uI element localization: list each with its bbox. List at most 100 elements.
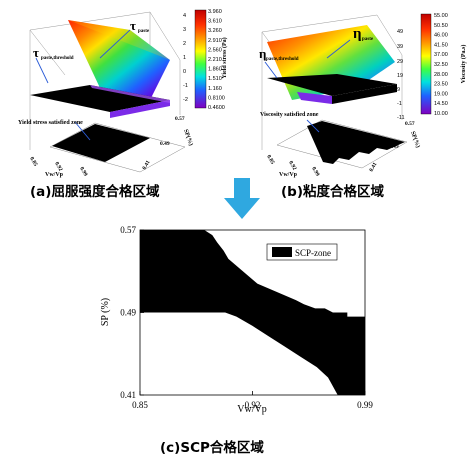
viscosity-3d-plot: 49 39 29 19 9 -1 -11 η paste η paste,thr… bbox=[259, 13, 467, 178]
vertical-ticks: 49 39 29 19 9 -1 -11 bbox=[397, 29, 405, 121]
vertical-ticks: 4 3 2 1 0 -1 -2 bbox=[183, 13, 188, 103]
colorbar-tick: 0.4600 bbox=[208, 105, 225, 111]
colorbar-ticks: 3.960 3.610 3.260 2.910 2.560 2.210 1.86… bbox=[208, 9, 225, 111]
caption-viscosity: (b)粘度合格区域 bbox=[281, 184, 385, 200]
vwvp-tick: 0.85 bbox=[265, 154, 275, 166]
z-tick: 0 bbox=[183, 69, 186, 75]
colorbar-ticks: 55.00 50.50 46.00 41.50 37.00 32.50 28.0… bbox=[434, 13, 448, 117]
scp-zone-chart: 0.85 0.92 0.990.410.490.57 SCP-zone Vw/Vp … bbox=[100, 225, 373, 415]
colorbar-tick: 32.50 bbox=[434, 62, 448, 68]
panel-yield-stress: 4 3 2 1 0 -1 -2 τ paste τ paste,threshol… bbox=[0, 0, 230, 200]
colorbar-tick: 2.910 bbox=[208, 38, 222, 44]
panel-viscosity: 49 39 29 19 9 -1 -11 η paste η paste,thr… bbox=[237, 0, 474, 200]
y-tick-label: 0.57 bbox=[120, 225, 136, 235]
yield-stress-3d-plot: 4 3 2 1 0 -1 -2 τ paste τ paste,threshol… bbox=[18, 9, 228, 178]
colorbar-label: Viscosity (Pa.s) bbox=[460, 45, 467, 84]
x-tick-label: 0.99 bbox=[357, 400, 373, 410]
sp-tick: 0.41 bbox=[142, 159, 152, 171]
colorbar-tick: 2.210 bbox=[208, 57, 222, 63]
wireframe-box bbox=[29, 11, 181, 150]
sp-tick: 0.49 bbox=[160, 141, 170, 147]
x-tick-label: 0.85 bbox=[132, 400, 148, 410]
eta-threshold-subscript: paste,threshold bbox=[266, 57, 299, 62]
threshold-plane-side bbox=[90, 85, 170, 103]
legend-swatch bbox=[272, 247, 292, 257]
viscosity-satisfied-zone bbox=[307, 121, 405, 164]
colorbar-tick: 23.50 bbox=[434, 82, 448, 88]
caption-yield-stress: (a)屈服强度合格区域 bbox=[30, 184, 160, 200]
z-tick: -2 bbox=[183, 97, 188, 103]
sp-tick: 0.57 bbox=[405, 121, 415, 127]
colorbar-tick: 3.260 bbox=[208, 28, 222, 34]
eta-threshold-symbol: η bbox=[259, 46, 266, 61]
colorbar-tick: 37.00 bbox=[434, 52, 448, 58]
yield-satisfied-label: Yield stress satisfied zone bbox=[18, 120, 83, 126]
y-tick-label: 0.41 bbox=[120, 390, 136, 400]
vwvp-tick: 0.92 bbox=[287, 160, 297, 172]
colorbar-tick: 19.00 bbox=[434, 91, 448, 97]
tau-threshold-symbol: τ bbox=[33, 45, 39, 60]
colorbar-tick: 55.00 bbox=[434, 13, 448, 19]
scp-legend: SCP-zone bbox=[266, 243, 338, 261]
sp-tick: 0.57 bbox=[175, 116, 185, 122]
caption-scp: (c)SCP合格区域 bbox=[160, 440, 264, 456]
axis-ticks: 0.85 0.92 0.99 0.41 0.49 0.57 bbox=[120, 225, 373, 410]
colorbar-tick: 0.8100 bbox=[208, 95, 225, 101]
sp-axis-label: SP(%) bbox=[409, 130, 421, 148]
colorbar-tick: 41.50 bbox=[434, 42, 448, 48]
colorbar-tick: 10.00 bbox=[434, 111, 448, 117]
z-tick: -1 bbox=[183, 83, 188, 89]
tau-threshold-subscript: paste,threshold bbox=[41, 56, 74, 61]
sp-axis-label: SP(%) bbox=[182, 128, 194, 146]
colorbar-tick: 3.610 bbox=[208, 19, 222, 25]
z-tick: 29 bbox=[397, 59, 403, 65]
sp-tick: 0.49 bbox=[389, 144, 399, 150]
viscosity-satisfied-label: Viscosity satisfied zone bbox=[260, 112, 319, 118]
vwvp-axis-label: Vw/Vp bbox=[279, 172, 298, 178]
threshold-plane-edge bbox=[110, 100, 170, 118]
sp-tick: 0.41 bbox=[369, 161, 379, 173]
scp-zone-layer bbox=[140, 230, 365, 395]
legend-label: SCP-zone bbox=[295, 248, 331, 258]
z-tick: 9 bbox=[397, 87, 400, 93]
vwvp-tick: 0.85 bbox=[28, 156, 38, 168]
vwvp-tick: 0.99 bbox=[78, 166, 88, 178]
colorbar-tick: 2.560 bbox=[208, 47, 222, 53]
vwvp-axis-label: Vw/Vp bbox=[45, 172, 64, 178]
colorbar-tick: 1.160 bbox=[208, 86, 222, 92]
threshold-plane-edge bbox=[297, 92, 332, 104]
vwvp-tick: 0.99 bbox=[310, 166, 320, 178]
colorbar-tick: 50.50 bbox=[434, 23, 448, 29]
annotation-arrows bbox=[264, 39, 351, 133]
threshold-plane-black bbox=[267, 74, 397, 96]
z-tick: -1 bbox=[397, 101, 402, 107]
z-tick: 19 bbox=[397, 73, 403, 79]
yield-stress-surface bbox=[68, 20, 170, 100]
threshold-plane-black bbox=[30, 85, 170, 112]
y-axis-label: SP (%) bbox=[100, 298, 111, 326]
z-tick: 3 bbox=[183, 27, 186, 33]
tau-paste-subscript: paste bbox=[138, 29, 150, 34]
yield-stress-colorbar bbox=[194, 9, 207, 109]
z-tick: 1 bbox=[183, 55, 186, 61]
z-tick: 39 bbox=[397, 44, 403, 50]
colorbar-label: Yield stress (Pa) bbox=[221, 37, 228, 78]
z-tick: 2 bbox=[183, 41, 186, 47]
x-tick-label: 0.92 bbox=[245, 400, 261, 410]
tau-paste-symbol: τ bbox=[130, 18, 136, 33]
yield-satisfied-zone bbox=[52, 124, 150, 162]
scp-zone-region bbox=[140, 230, 365, 395]
annotation-arrows bbox=[35, 29, 131, 141]
colorbar-tick: 1.860 bbox=[208, 67, 222, 73]
y-tick-label: 0.49 bbox=[120, 308, 136, 318]
eta-paste-subscript: paste bbox=[362, 37, 374, 42]
colorbar-tick: 3.960 bbox=[208, 9, 222, 15]
vwvp-tick: 0.92 bbox=[53, 161, 63, 173]
z-tick: 4 bbox=[183, 13, 186, 19]
colorbar-tick: 46.00 bbox=[434, 33, 448, 39]
z-tick: -11 bbox=[397, 115, 405, 121]
colorbar-tick: 28.00 bbox=[434, 72, 448, 78]
eta-paste-symbol: η bbox=[353, 26, 362, 42]
colorbar-tick: 1.510 bbox=[208, 76, 222, 82]
viscosity-colorbar bbox=[420, 13, 432, 115]
